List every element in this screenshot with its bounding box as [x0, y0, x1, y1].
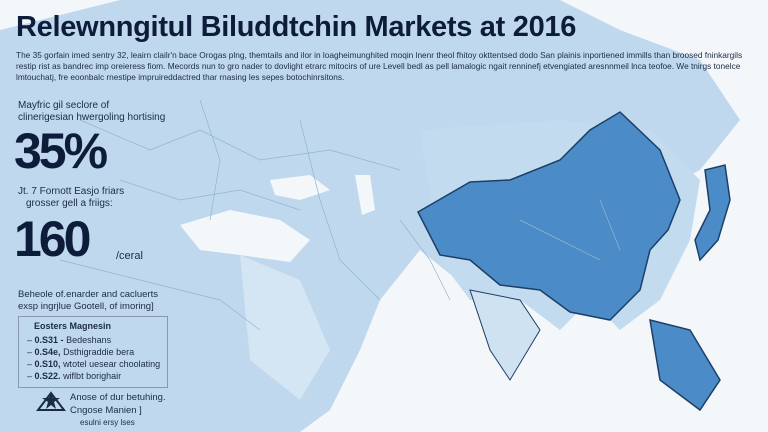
compass-star-icon [36, 391, 66, 411]
note-line2: exsp ingrjlue Gootell, of imoring] [18, 301, 154, 312]
caspian-sea [355, 175, 375, 215]
legend-item: – 0.S10, wtotel uesear choolating [27, 359, 161, 369]
legend-item: – 0.S31 - Bedeshans [27, 335, 112, 345]
red-sea-arabia-gulf [240, 255, 330, 400]
legend-code: 0.S4e, [34, 347, 61, 357]
legend-text: wtotel uesear choolating [63, 359, 161, 369]
stat-2-label-line2: grosser gell a friigs: [26, 198, 113, 209]
legend-text: Bedeshans [66, 335, 112, 345]
legend-code: 0.S22. [34, 371, 61, 381]
legend-box: Eosters Magnesin – 0.S31 - Bedeshans – 0… [18, 316, 168, 388]
note-line1: Beheole of.enarder and cacluerts [18, 289, 158, 300]
stat-1-label-line2: clinerigesian hwergoling hortising [18, 112, 166, 123]
legend-item: – 0.S4e, Dsthigraddie bera [27, 347, 135, 357]
legend-title: Eosters Magnesin [34, 321, 112, 331]
legend-text: wiflbt borighair [63, 371, 122, 381]
stat-2-label-line1: Jt. 7 Fornott Easjo friars [18, 186, 125, 197]
indian-subcontinent [469, 289, 541, 381]
japan-islands [694, 164, 731, 262]
southeast-asia-islands [649, 318, 721, 412]
stat-2-value: 160 [14, 211, 91, 267]
mediterranean-sea [180, 210, 310, 262]
stat-1-value: 35% [14, 123, 108, 179]
stat-1-label-line1: Mayfric gil seclore of [18, 100, 110, 111]
stat-2-unit: /ceral [116, 250, 143, 262]
legend-code: 0.S31 - [34, 335, 64, 345]
country-borders [59, 99, 621, 331]
china-highlight [417, 111, 681, 321]
credit-line3: esulni ersy lses [80, 418, 135, 427]
legend-code: 0.S10, [34, 359, 61, 369]
legend-item: – 0.S22. wiflbt borighair [27, 371, 122, 381]
page-title: Relewnngitul Biluddtchin Markets at 2016 [16, 11, 577, 43]
intro-paragraph: The 35 gorfain imed sentry 32, leairn cl… [16, 50, 743, 82]
europe-africa-landmass [0, 0, 740, 432]
note-text: Beheole of.enarder and cacluerts exsp in… [18, 289, 158, 313]
legend-text: Dsthigraddie bera [63, 347, 135, 357]
credit-line1: Anose of dur betuhing. [70, 392, 166, 403]
credit-line2: Cngose Manien ] [70, 405, 142, 416]
